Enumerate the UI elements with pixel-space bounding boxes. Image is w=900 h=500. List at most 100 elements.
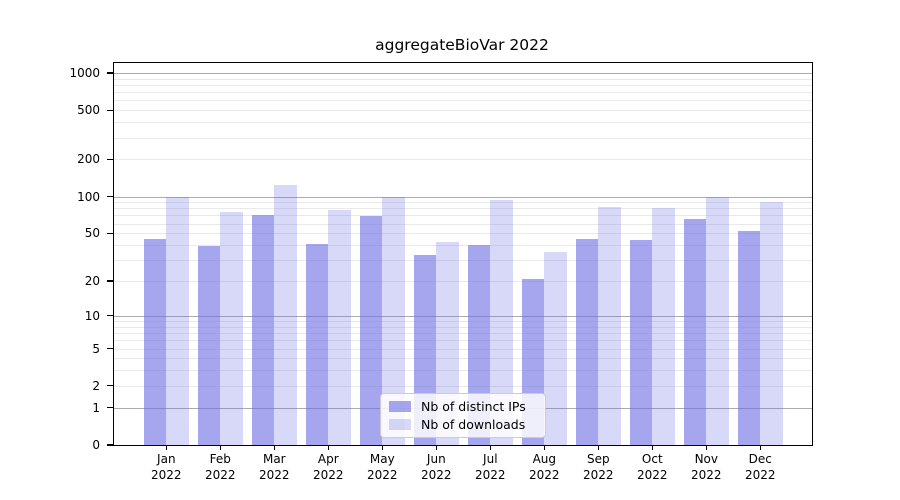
year-label: 2022: [637, 467, 668, 482]
month-label: Oct: [641, 452, 663, 466]
year-label: 2022: [745, 467, 776, 482]
gridline-minor: [114, 84, 812, 86]
legend-item: Nb of downloads: [389, 417, 537, 432]
y-tick-label: 50: [84, 226, 100, 241]
x-tick-mark: [219, 445, 221, 450]
gridline-minor: [114, 340, 812, 342]
y-tick-label: 5: [92, 341, 100, 356]
gridline-minor: [114, 358, 812, 360]
legend-item: Nb of distinct IPs: [389, 399, 537, 414]
x-tick-mark: [651, 445, 653, 450]
gridline-minor: [114, 326, 812, 328]
x-tick-mark: [165, 445, 167, 450]
gridline-minor: [114, 110, 812, 112]
year-label: 2022: [205, 467, 236, 482]
x-tick-label-may: May 2022: [347, 452, 417, 483]
y-tick-label: 100: [77, 189, 100, 204]
y-tick-label: 10: [84, 308, 100, 323]
bar-downloads-nov: [706, 196, 729, 445]
gridline-minor: [114, 385, 812, 387]
y-tick-label: 500: [77, 103, 100, 118]
y-tick-mark: [107, 195, 114, 198]
y-tick-mark: [107, 315, 114, 317]
year-label: 2022: [151, 467, 182, 482]
legend-label-distinct-ips: Nb of distinct IPs: [421, 399, 526, 415]
y-tick-mark: [107, 444, 114, 446]
plot-area: Nb of distinct IPs Nb of downloads 0 1 2 5 10…: [69, 62, 813, 482]
x-tick-label-dec: Dec 2022: [725, 452, 795, 483]
year-label: 2022: [529, 467, 560, 482]
x-tick-mark: [705, 445, 707, 450]
gridline-major: [114, 315, 812, 317]
y-tick-mark: [107, 109, 114, 111]
gridline-minor: [114, 215, 812, 217]
gridline-minor: [114, 223, 812, 225]
month-label: Mar: [262, 452, 286, 466]
year-label: 2022: [691, 467, 722, 482]
legend-label-downloads: Nb of downloads: [421, 416, 526, 432]
bar-ips-mar: [251, 215, 275, 445]
x-tick-label-aug: Aug 2022: [509, 452, 579, 483]
month-label: Aug: [532, 452, 557, 466]
month-label: Jan: [157, 452, 176, 466]
gridline-minor: [114, 78, 812, 80]
bar-ips-dec: [737, 231, 761, 445]
gridline-minor: [114, 159, 812, 161]
bar-ips-may: [359, 216, 383, 445]
x-tick-mark: [597, 445, 599, 450]
gridline-minor: [114, 202, 812, 204]
x-tick-label-mar: Mar 2022: [239, 452, 309, 483]
y-tick-label: 200: [77, 152, 100, 167]
x-tick-label-nov: Nov 2022: [671, 452, 741, 483]
y-tick-mark: [107, 385, 114, 387]
bar-downloads-jul: [490, 200, 513, 445]
year-label: 2022: [367, 467, 398, 482]
bar-downloads-aug: [544, 252, 567, 445]
month-label: Dec: [748, 452, 772, 466]
gridline-minor: [114, 281, 812, 282]
gridline-minor: [114, 208, 812, 210]
bar-ips-oct: [629, 240, 653, 445]
y-tick-mark: [107, 407, 114, 409]
gridline-major: [114, 196, 812, 198]
x-tick-mark: [435, 445, 437, 450]
x-tick-mark: [759, 445, 761, 450]
gridline-minor: [114, 260, 812, 262]
bar-ips-sep: [575, 238, 599, 445]
gridline-minor: [114, 137, 812, 139]
y-tick-mark: [107, 72, 114, 74]
y-tick-label: 2: [92, 378, 100, 393]
bar-downloads-jan: [166, 196, 189, 445]
month-label: Apr: [317, 452, 339, 466]
month-label: Jul: [483, 452, 498, 466]
bar-downloads-may: [382, 196, 405, 445]
gridline-minor: [114, 370, 812, 372]
year-label: 2022: [313, 467, 344, 482]
y-tick-mark: [107, 232, 114, 234]
bar-downloads-mar: [274, 185, 297, 445]
chart-title: aggregateBioVar 2022: [375, 36, 549, 54]
gridline-major: [114, 72, 812, 74]
x-tick-mark: [381, 445, 383, 450]
x-tick-label-oct: Oct 2022: [617, 452, 687, 483]
year-label: 2022: [583, 467, 614, 482]
y-tick-label: 20: [84, 274, 100, 288]
bar-downloads-apr: [328, 209, 351, 445]
gridline-minor: [114, 233, 812, 235]
y-tick-mark: [107, 347, 114, 350]
legend-swatch-distinct-ips: [389, 401, 411, 413]
gridline-minor: [114, 245, 812, 246]
x-tick-mark: [273, 445, 275, 450]
y-tick-mark: [107, 280, 114, 282]
y-tick-label: 1000: [69, 65, 100, 80]
bar-downloads-oct: [652, 208, 675, 445]
gridline-minor: [114, 122, 812, 124]
legend: Nb of distinct IPs Nb of downloads: [380, 393, 546, 438]
gridline-minor: [114, 100, 812, 102]
x-tick-label-feb: Feb 2022: [185, 452, 255, 483]
x-tick-mark: [489, 445, 491, 450]
month-label: Feb: [209, 452, 231, 466]
gridline-minor: [114, 321, 812, 322]
bar-downloads-sep: [598, 207, 621, 445]
